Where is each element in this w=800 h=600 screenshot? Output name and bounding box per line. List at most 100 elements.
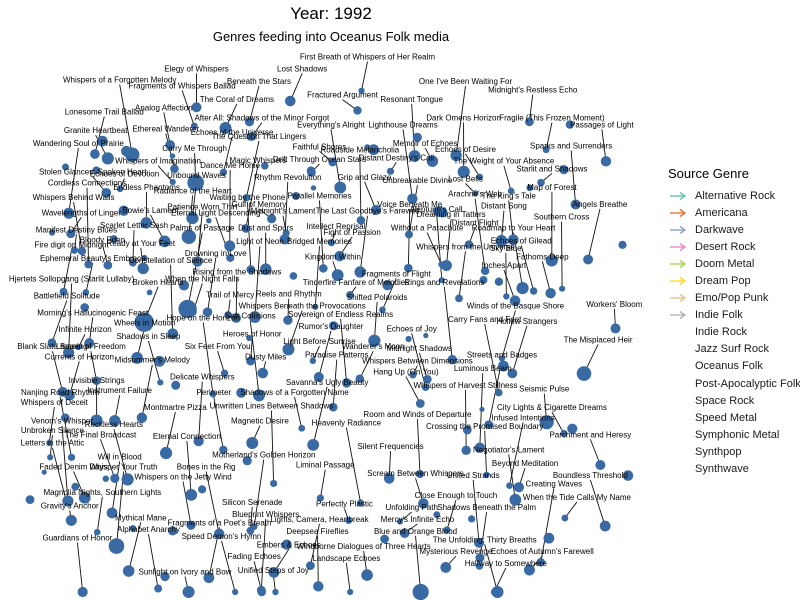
song-node[interactable] <box>220 369 229 377</box>
song-node[interactable] <box>64 389 75 401</box>
song-node[interactable] <box>178 280 190 291</box>
song-node[interactable] <box>412 583 429 600</box>
song-node[interactable] <box>310 185 317 191</box>
song-node[interactable] <box>379 306 386 314</box>
song-node[interactable] <box>610 323 621 334</box>
song-node[interactable] <box>479 406 485 412</box>
song-node[interactable] <box>137 262 149 275</box>
song-node[interactable] <box>146 289 153 296</box>
song-node[interactable] <box>253 389 266 402</box>
song-node[interactable] <box>101 152 114 165</box>
song-node[interactable] <box>561 514 569 522</box>
song-node[interactable] <box>213 528 225 540</box>
song-node[interactable] <box>203 572 215 584</box>
song-node[interactable] <box>418 498 429 509</box>
song-node[interactable] <box>576 366 592 381</box>
song-node[interactable] <box>248 311 261 323</box>
song-node[interactable] <box>329 321 339 331</box>
song-node[interactable] <box>523 564 535 576</box>
song-node[interactable] <box>316 494 324 502</box>
song-node[interactable] <box>306 561 315 571</box>
song-node[interactable] <box>565 120 575 129</box>
song-node[interactable] <box>455 294 463 303</box>
song-node[interactable] <box>171 380 181 390</box>
song-node[interactable] <box>475 553 485 563</box>
song-node[interactable] <box>59 287 68 296</box>
song-node[interactable] <box>516 282 529 295</box>
song-node[interactable] <box>167 328 179 340</box>
song-node[interactable] <box>309 357 317 365</box>
song-node[interactable] <box>46 439 53 446</box>
song-node[interactable] <box>189 308 197 316</box>
song-node[interactable] <box>507 368 518 379</box>
song-node[interactable] <box>404 263 413 273</box>
song-node[interactable] <box>408 150 421 162</box>
song-node[interactable] <box>327 239 336 247</box>
song-node[interactable] <box>558 285 566 292</box>
song-node[interactable] <box>192 256 203 267</box>
song-node[interactable] <box>468 515 476 523</box>
song-node[interactable] <box>108 538 125 554</box>
song-node[interactable] <box>341 378 352 388</box>
song-node[interactable] <box>267 214 277 224</box>
song-node[interactable] <box>356 215 366 225</box>
song-node[interactable] <box>404 230 413 239</box>
song-node[interactable] <box>474 442 485 453</box>
song-node[interactable] <box>169 153 176 159</box>
song-node[interactable] <box>109 415 121 427</box>
song-node[interactable] <box>364 144 371 151</box>
song-node[interactable] <box>282 229 290 237</box>
song-node[interactable] <box>507 234 519 246</box>
song-node[interactable] <box>62 163 69 171</box>
song-node[interactable] <box>494 388 503 397</box>
song-node[interactable] <box>92 376 101 385</box>
song-node[interactable] <box>84 260 93 269</box>
song-node[interactable] <box>484 420 494 430</box>
song-node[interactable] <box>536 557 546 567</box>
song-node[interactable] <box>47 338 57 347</box>
song-node[interactable] <box>545 254 558 267</box>
song-node[interactable] <box>246 132 255 141</box>
song-node[interactable] <box>70 246 79 254</box>
song-node[interactable] <box>121 145 132 157</box>
song-node[interactable] <box>102 475 110 482</box>
song-node[interactable] <box>409 371 417 379</box>
song-node[interactable] <box>160 571 170 582</box>
song-node[interactable] <box>506 482 513 489</box>
song-node[interactable] <box>281 539 292 550</box>
song-node[interactable] <box>600 156 612 167</box>
song-node[interactable] <box>423 332 429 339</box>
song-node[interactable] <box>426 155 439 167</box>
song-node[interactable] <box>461 445 471 456</box>
song-node[interactable] <box>583 254 594 265</box>
song-node[interactable] <box>134 312 154 332</box>
song-node[interactable] <box>498 360 509 372</box>
song-node[interactable] <box>181 229 197 245</box>
song-node[interactable] <box>103 260 113 270</box>
song-node[interactable] <box>236 387 247 398</box>
song-node[interactable] <box>90 149 100 159</box>
song-node[interactable] <box>191 102 202 113</box>
song-node[interactable] <box>244 117 255 127</box>
song-node[interactable] <box>529 287 538 295</box>
song-node[interactable] <box>219 168 228 176</box>
song-node[interactable] <box>159 446 173 460</box>
song-node[interactable] <box>539 415 554 430</box>
song-node[interactable] <box>356 499 365 507</box>
song-node[interactable] <box>328 157 337 167</box>
song-node[interactable] <box>380 534 389 544</box>
song-node[interactable] <box>154 355 166 367</box>
song-node[interactable] <box>438 261 445 268</box>
song-node[interactable] <box>165 140 176 150</box>
song-node[interactable] <box>279 234 291 245</box>
song-node[interactable] <box>370 204 382 216</box>
song-node[interactable] <box>219 122 232 135</box>
song-node[interactable] <box>84 338 95 349</box>
song-node[interactable] <box>226 253 235 262</box>
song-node[interactable] <box>282 343 295 356</box>
song-node[interactable] <box>246 335 253 342</box>
song-node[interactable] <box>353 106 362 115</box>
song-node[interactable] <box>121 473 134 486</box>
song-node[interactable] <box>47 454 54 461</box>
song-node[interactable] <box>140 217 152 229</box>
